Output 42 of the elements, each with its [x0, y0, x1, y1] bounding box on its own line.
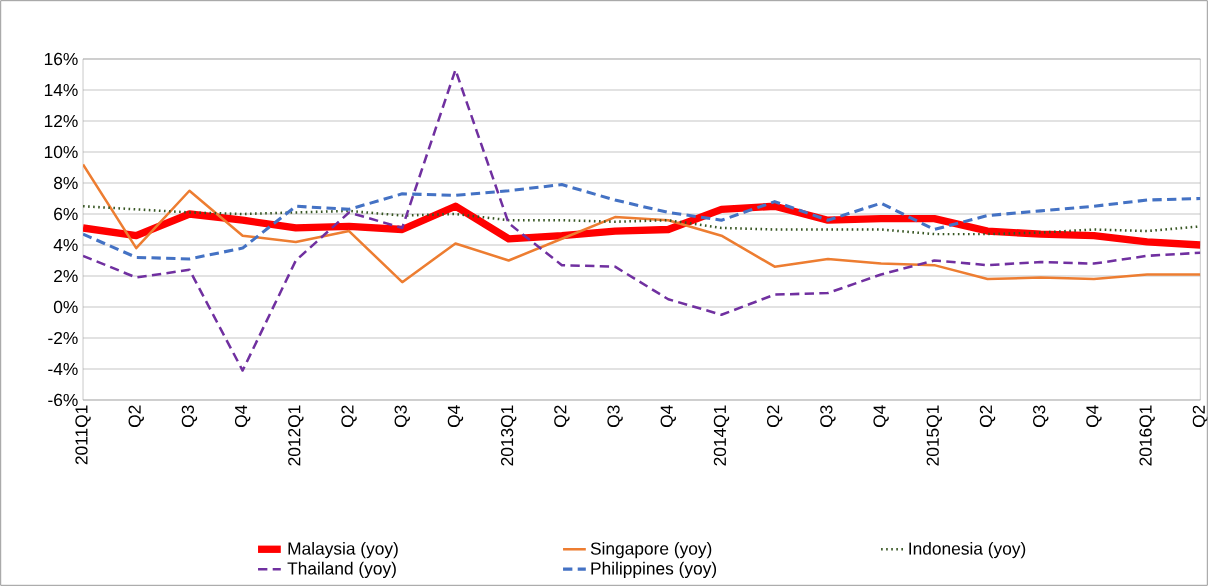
legend-label: Singapore (yoy): [590, 541, 712, 559]
x-tick-label: Q2: [128, 405, 144, 428]
y-tick-label: 0%: [53, 300, 78, 314]
legend-label: Thailand (yoy): [287, 561, 396, 579]
line-series: [83, 68, 1201, 372]
x-tick-label: Q4: [1086, 405, 1102, 428]
line-series: [83, 163, 1201, 284]
x-tick-label: Q2: [554, 405, 570, 428]
x-tick-label: Q3: [820, 405, 836, 428]
x-tick-label: Q3: [607, 405, 623, 428]
x-tick-label: Q3: [394, 405, 410, 428]
y-tick-label: 10%: [44, 145, 78, 159]
y-tick-label: 2%: [54, 269, 78, 283]
y-tick-label: -2%: [48, 331, 78, 345]
y-tick-label: 14%: [44, 83, 78, 97]
y-tick-label: 6%: [54, 207, 78, 221]
legend-label: Indonesia (yoy): [909, 541, 1026, 559]
y-tick-label: 8%: [54, 176, 78, 190]
x-tick-label: Q3: [181, 405, 198, 428]
x-tick-label: Q2: [979, 405, 996, 428]
x-tick-label: 2011Q1: [75, 405, 91, 465]
x-tick-label: Q4: [234, 405, 251, 428]
y-tick-label: 12%: [44, 114, 78, 128]
line-series: [83, 183, 1201, 261]
x-tick-label: Q4: [660, 405, 676, 428]
x-tick-label: Q2: [766, 405, 783, 428]
x-tick-label: Q4: [447, 405, 464, 428]
x-tick-label: Q2: [1192, 405, 1208, 428]
x-tick-label: 2014Q1: [713, 405, 730, 466]
legend-label: Philippines (yoy): [591, 561, 717, 579]
y-tick-label: 4%: [53, 238, 78, 252]
x-tick-label: 2015Q1: [926, 405, 942, 466]
x-tick-label: Q2: [341, 405, 357, 428]
legend-label: Malaysia (yoy): [288, 541, 398, 559]
x-tick-label: 2012Q1: [288, 405, 304, 466]
y-tick-label: -4%: [48, 362, 78, 376]
x-tick-label: 2016Q1: [1139, 405, 1155, 466]
x-tick-label: Q4: [873, 405, 889, 428]
x-tick-label: Q3: [1033, 405, 1049, 428]
x-tick-label: 2013Q1: [500, 405, 517, 466]
y-tick-label: 16%: [44, 52, 78, 66]
y-tick-label: -6%: [48, 393, 78, 407]
